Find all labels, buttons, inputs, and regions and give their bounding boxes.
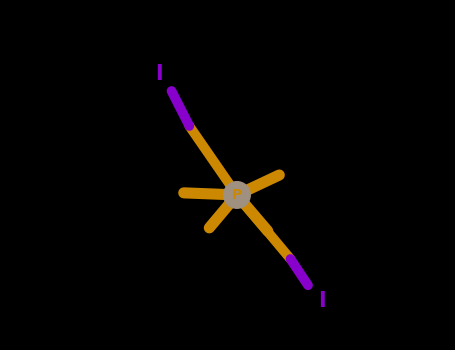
Text: P: P (232, 188, 242, 202)
Circle shape (224, 182, 250, 208)
Text: I: I (318, 291, 326, 311)
Text: I: I (156, 63, 163, 84)
